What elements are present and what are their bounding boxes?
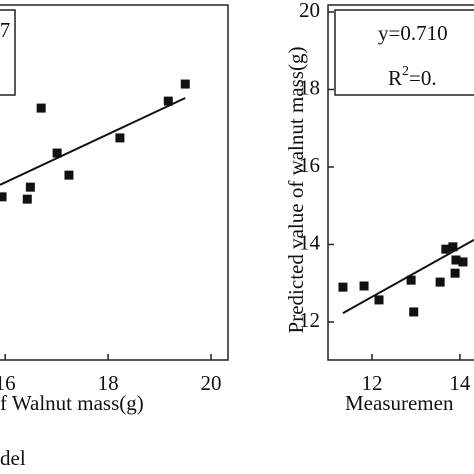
point (0, 192, 7, 202)
x-axis-label-line2: del (0, 446, 26, 470)
annotation-part: 2 (402, 64, 409, 79)
point (22, 194, 32, 204)
annotation-line2: R2=0. (388, 64, 437, 90)
point (180, 79, 190, 89)
y-tick-label: 20 (299, 0, 320, 22)
y-axis-label: Predicted value of walnut mass(g) (284, 47, 308, 334)
point (36, 103, 46, 113)
point (25, 182, 35, 192)
point (458, 257, 468, 267)
annotation: 7 (0, 18, 10, 42)
annotation-part: =0. (409, 66, 437, 90)
point (450, 268, 460, 278)
point (115, 133, 125, 143)
plot-frame (0, 4, 229, 361)
point (52, 148, 62, 158)
x-tick-label: 20 (201, 371, 222, 395)
annotation-box (334, 9, 474, 96)
plot-frame (327, 4, 474, 361)
point (451, 255, 461, 265)
point (359, 281, 369, 291)
x-tick-label: 18 (98, 371, 119, 395)
point (448, 242, 458, 252)
point (64, 170, 74, 180)
y-tick-label: 12 (299, 308, 320, 332)
x-tick-label: 16 (0, 371, 16, 395)
annotation: y=0.710 (378, 21, 448, 45)
point (338, 282, 348, 292)
point (409, 307, 419, 317)
x-tick-label: 12 (361, 371, 382, 395)
x-axis-label: Measuremen (345, 391, 454, 415)
y-tick-label: 14 (299, 230, 321, 254)
x-tick-label: 14 (449, 371, 471, 395)
point (435, 277, 445, 287)
point (163, 96, 173, 106)
x-axis-label: f Walnut mass(g) (0, 391, 144, 415)
point (374, 295, 384, 305)
y-tick-label: 18 (299, 75, 320, 99)
fit-line (0, 97, 186, 186)
annotation-part: R (388, 66, 402, 90)
annotation-box (0, 9, 16, 96)
y-tick-label: 16 (299, 153, 320, 177)
point (441, 244, 451, 254)
point (406, 275, 416, 285)
